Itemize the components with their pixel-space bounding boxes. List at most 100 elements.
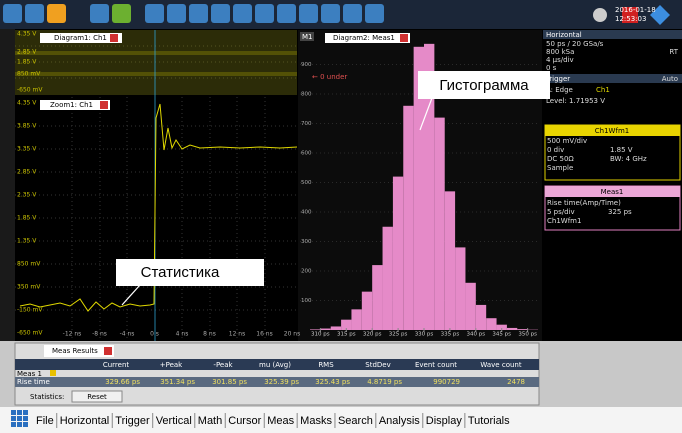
y-tick-label: 500 bbox=[301, 180, 312, 186]
column-header: -Peak bbox=[213, 361, 233, 369]
close-icon[interactable] bbox=[110, 34, 118, 42]
cell: 325.43 ps bbox=[315, 378, 350, 386]
zoom1-title: Zoom1: Ch1 bbox=[50, 101, 93, 109]
y-tick-label: 350 mV bbox=[17, 284, 41, 291]
y-tick-label: 2.85 V bbox=[17, 49, 37, 56]
histogram-bar bbox=[372, 265, 383, 330]
meas-title: Meas1 bbox=[601, 188, 624, 196]
annotation-box bbox=[116, 259, 264, 286]
x-tick-label: 16 ns bbox=[256, 331, 272, 338]
histogram-bar bbox=[351, 309, 362, 330]
channel-offset: 1.85 V bbox=[610, 146, 633, 154]
y-tick-label: 1.35 V bbox=[17, 238, 37, 245]
y-tick-label: 3.35 V bbox=[17, 146, 37, 153]
menu-icon[interactable] bbox=[11, 410, 28, 427]
badge-label: M1 bbox=[302, 33, 313, 41]
results-header bbox=[15, 359, 539, 370]
column-header: StdDev bbox=[365, 361, 390, 369]
y-tick-label: 400 bbox=[301, 210, 312, 216]
diagram1-title: Diagram1: Ch1 bbox=[54, 34, 107, 42]
diagram2-tab[interactable] bbox=[325, 33, 410, 43]
menu-item[interactable]: Math bbox=[198, 415, 222, 427]
histogram-bar bbox=[320, 328, 331, 330]
menu-item[interactable]: Masks bbox=[300, 415, 332, 427]
cell: 329.66 ps bbox=[105, 378, 140, 386]
statistics-label: Statistics: bbox=[30, 393, 64, 401]
y-tick-label: 4.35 V bbox=[17, 31, 37, 38]
diagram1-waveform bbox=[15, 51, 297, 76]
channel-coupling: DC 50Ω bbox=[547, 155, 574, 163]
y-tick-label: 300 bbox=[301, 239, 312, 245]
date: 2016-01-18 bbox=[615, 6, 656, 14]
trigger-channel: Ch1 bbox=[596, 86, 610, 94]
annotation-pointer bbox=[419, 97, 433, 131]
zoom1-tab[interactable] bbox=[40, 100, 110, 110]
meas-source: Ch1Wfm1 bbox=[547, 217, 581, 225]
x-tick-label: 4 ns bbox=[176, 331, 189, 338]
meas-value: 325 ps bbox=[608, 208, 632, 216]
annotation-statistics: Статистика bbox=[141, 264, 220, 281]
trigger-header bbox=[543, 74, 682, 83]
column-header: Wave count bbox=[480, 361, 521, 369]
results-group: Meas 1 bbox=[17, 370, 42, 378]
y-tick-label: 200 bbox=[301, 269, 312, 275]
y-tick-label: 1.85 V bbox=[17, 215, 37, 222]
horizontal-title: Horizontal bbox=[546, 31, 582, 39]
y-tick-label: 100 bbox=[301, 298, 312, 304]
column-header: Current bbox=[103, 361, 130, 369]
y-tick-label: 850 mV bbox=[17, 71, 41, 78]
cell: 301.85 ps bbox=[212, 378, 247, 386]
reset-button[interactable] bbox=[71, 390, 123, 403]
histogram-bar bbox=[517, 329, 528, 330]
y-tick-label: -150 mV bbox=[17, 307, 43, 314]
histogram-bar bbox=[486, 318, 497, 330]
trigger-mode: Auto bbox=[662, 75, 678, 83]
close-icon[interactable] bbox=[400, 34, 408, 42]
histogram-bar bbox=[330, 326, 342, 330]
x-tick-label: -4 ns bbox=[120, 331, 135, 338]
horizontal-record: 800 kSa bbox=[546, 48, 574, 56]
menu-item[interactable]: Trigger bbox=[115, 415, 150, 427]
channel-acquisition: Sample bbox=[547, 164, 573, 172]
x-tick-label: 340 ps bbox=[467, 332, 486, 338]
close-icon[interactable] bbox=[104, 347, 112, 355]
under-label: ← 0 under bbox=[312, 73, 347, 81]
y-tick-label: 800 bbox=[301, 92, 312, 98]
channel-scale: 500 mV/div bbox=[547, 137, 587, 145]
menu-item[interactable]: Meas bbox=[267, 415, 294, 427]
y-tick-label: 4.35 V bbox=[17, 100, 37, 107]
diagram1-tab[interactable] bbox=[40, 33, 122, 43]
trigger-source: A: Edge bbox=[546, 86, 573, 94]
menu-item[interactable]: Horizontal bbox=[60, 415, 110, 427]
meas-name: Rise time(Amp/Time) bbox=[547, 199, 621, 207]
annotation-histogram: Гистограмма bbox=[439, 77, 529, 94]
annotation-box bbox=[418, 71, 550, 99]
menu-item[interactable]: Tutorials bbox=[468, 415, 510, 427]
reset-label: Reset bbox=[87, 393, 107, 401]
histogram-bar bbox=[444, 191, 456, 330]
cell: 351.34 ps bbox=[160, 378, 195, 386]
menu-item[interactable]: Cursor bbox=[228, 415, 261, 427]
cell: 2478 bbox=[507, 378, 525, 386]
horizontal-resolution: 50 ps / 20 GSa/s bbox=[546, 40, 604, 48]
x-tick-label: 325 ps bbox=[389, 332, 408, 338]
results-tab[interactable] bbox=[44, 345, 114, 357]
x-tick-label: -12 ns bbox=[63, 331, 82, 338]
menu-item[interactable]: Vertical bbox=[156, 415, 192, 427]
y-tick-label: 1.85 V bbox=[17, 59, 37, 66]
close-icon[interactable] bbox=[100, 101, 108, 109]
channel-offset-div: 0 div bbox=[547, 146, 564, 154]
histogram-bar bbox=[455, 247, 466, 330]
x-tick-label: 310 ps bbox=[311, 332, 330, 338]
menu-item[interactable]: File bbox=[36, 415, 54, 427]
x-tick-label: 335 ps bbox=[441, 332, 460, 338]
y-tick-label: 850 mV bbox=[17, 261, 41, 268]
menu-item[interactable]: Analysis bbox=[379, 415, 420, 427]
histogram-bar bbox=[413, 46, 424, 331]
toolbar-buttons[interactable] bbox=[3, 4, 670, 25]
menu-item[interactable]: Display bbox=[426, 415, 463, 427]
column-header: +Peak bbox=[160, 361, 183, 369]
menu-item[interactable]: Search bbox=[338, 415, 373, 427]
menu-bar bbox=[0, 407, 682, 433]
horizontal-mode: RT bbox=[669, 48, 678, 56]
